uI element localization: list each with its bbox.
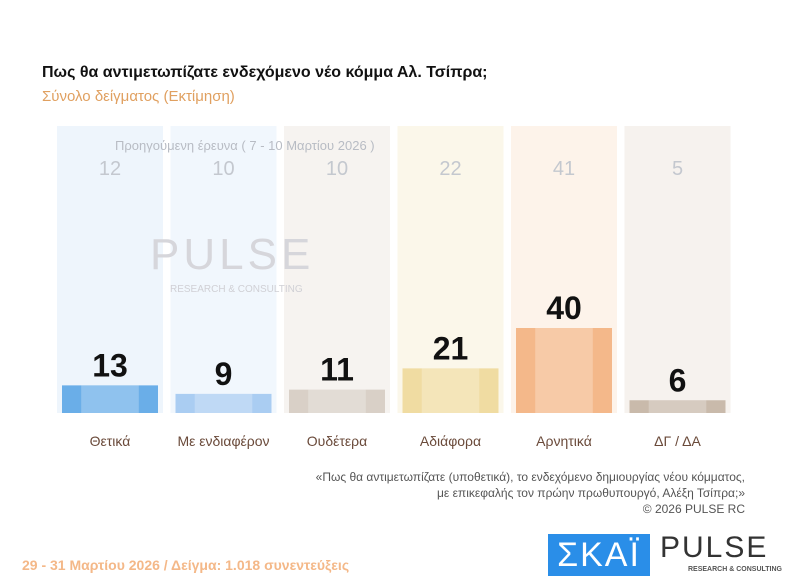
value-label: 21 bbox=[433, 330, 469, 366]
copyright: © 2026 PULSE RC bbox=[642, 502, 745, 516]
bar bbox=[175, 393, 272, 413]
column-background bbox=[57, 126, 163, 413]
previous-value-label: 22 bbox=[439, 158, 461, 180]
value-label: 13 bbox=[92, 347, 128, 383]
footer-sample-info: 29 - 31 Μαρτίου 2026 / Δείγμα: 1.018 συν… bbox=[22, 557, 350, 573]
bar-chart: 12 13 Θετικά 10 9 Με ενδιαφέρον 10 11 Ουδέτερα 22… bbox=[57, 126, 731, 449]
value-label: 6 bbox=[669, 362, 687, 398]
pulse-logo-sub: RESEARCH & CONSULTING bbox=[688, 566, 782, 573]
previous-value-label: 5 bbox=[672, 158, 683, 180]
bar-highlight bbox=[648, 400, 707, 413]
note-line-2: με επικεφαλής τον πρώην πρωθυπουργό, Αλέ… bbox=[436, 486, 745, 500]
bar-highlight bbox=[535, 328, 593, 413]
bar-highlight bbox=[308, 389, 366, 413]
skai-logo: ΣΚΑΪ bbox=[548, 534, 650, 576]
bar bbox=[402, 368, 499, 413]
bar bbox=[62, 385, 158, 413]
previous-value-label: 12 bbox=[99, 158, 121, 180]
value-label: 9 bbox=[215, 356, 233, 392]
bar bbox=[516, 328, 612, 413]
column-background bbox=[397, 126, 504, 413]
value-label: 40 bbox=[546, 290, 582, 326]
category-label: Αρνητικά bbox=[536, 433, 592, 449]
bar-highlight bbox=[194, 393, 253, 413]
previous-survey-label: Προηγούμενη έρευνα ( 7 - 10 Μαρτίου 2026… bbox=[115, 138, 375, 153]
bar-highlight bbox=[81, 385, 139, 413]
chart-title: Πως θα αντιμετωπίζατε ενδεχόμενο νέο κόμ… bbox=[42, 64, 488, 81]
category-label: Με ενδιαφέρον bbox=[177, 433, 269, 449]
chart-subtitle: Σύνολο δείγματος (Εκτίμηση) bbox=[42, 88, 235, 105]
watermark: PULSE bbox=[150, 230, 315, 279]
previous-value-label: 10 bbox=[326, 158, 348, 180]
category-label: ΔΓ / ΔΑ bbox=[654, 433, 701, 449]
category-label: Αδιάφορα bbox=[420, 433, 481, 449]
value-label: 11 bbox=[320, 352, 354, 388]
bar-highlight bbox=[421, 368, 480, 413]
column-background bbox=[170, 126, 277, 413]
column-background bbox=[284, 126, 390, 413]
column-background bbox=[624, 126, 731, 413]
previous-value-label: 10 bbox=[212, 158, 234, 180]
pulse-logo: PULSE bbox=[660, 531, 769, 564]
category-label: Ουδέτερα bbox=[307, 433, 367, 449]
previous-value-label: 41 bbox=[553, 158, 575, 180]
note-line-1: «Πως θα αντιμετωπίζατε (υποθετικά), το ε… bbox=[315, 470, 745, 484]
category-label: Θετικά bbox=[90, 433, 131, 449]
bar bbox=[289, 389, 385, 413]
watermark-sub: RESEARCH & CONSULTING bbox=[170, 284, 303, 295]
question-note: «Πως θα αντιμετωπίζατε (υποθετικά), το ε… bbox=[316, 469, 745, 517]
bar bbox=[629, 400, 726, 413]
